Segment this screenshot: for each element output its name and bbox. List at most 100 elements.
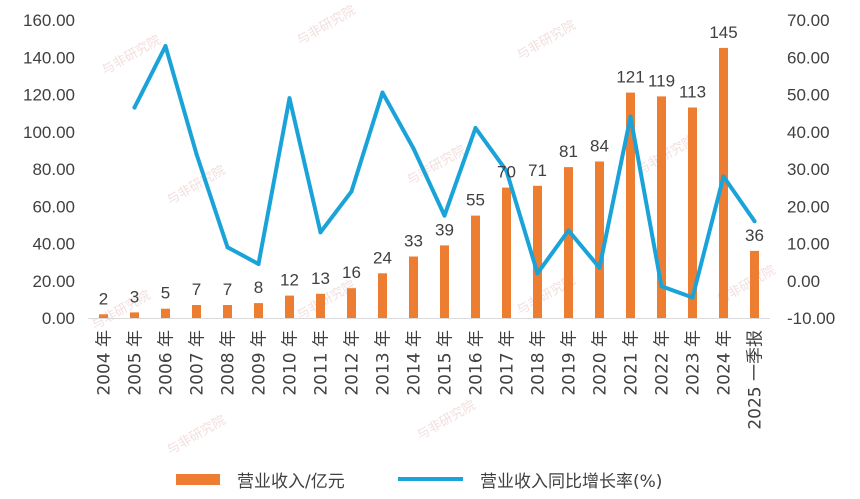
right-y-tick-label: 10.00 bbox=[787, 235, 830, 254]
bar bbox=[254, 303, 263, 318]
bar bbox=[99, 314, 108, 318]
bar bbox=[626, 92, 635, 318]
bar bbox=[161, 308, 170, 318]
x-tick-label: 2025 一季报 bbox=[746, 330, 766, 430]
bar-data-label: 119 bbox=[648, 71, 675, 90]
left-y-tick-label: 80.00 bbox=[32, 160, 75, 179]
x-tick-label: 2019 年 bbox=[560, 330, 580, 396]
bar-data-label: 145 bbox=[709, 23, 737, 42]
right-y-tick-label: 0.00 bbox=[787, 272, 820, 291]
watermark-text: 与非研究院 bbox=[165, 413, 229, 458]
left-y-tick-label: 40.00 bbox=[32, 235, 75, 254]
bar-data-label: 39 bbox=[435, 220, 454, 239]
x-tick-label: 2004 年 bbox=[95, 330, 115, 396]
line-point bbox=[163, 44, 168, 49]
bar bbox=[533, 185, 542, 318]
x-tick-label: 2011 年 bbox=[312, 330, 332, 396]
legend-bar-swatch bbox=[176, 474, 220, 485]
x-tick-label: 2023 年 bbox=[684, 330, 704, 396]
right-y-tick-label: 70.00 bbox=[787, 11, 830, 30]
bar bbox=[688, 107, 697, 318]
x-tick-label: 2009 年 bbox=[250, 330, 270, 396]
watermark-text: 与非研究院 bbox=[415, 398, 479, 443]
x-tick-label: 2007 年 bbox=[188, 330, 208, 396]
bar-data-label: 12 bbox=[280, 271, 299, 290]
bar-data-label: 3 bbox=[130, 287, 139, 306]
x-axis: 2004 年 2005 年 2006 年 2007 年 2008 年 2009 年 2010… bbox=[88, 318, 770, 430]
x-tick-label: 2017 年 bbox=[498, 330, 518, 396]
bar bbox=[223, 305, 232, 318]
bar bbox=[285, 295, 294, 318]
right-y-tick-label: 50.00 bbox=[787, 86, 830, 105]
right-y-tick-label: -10.00 bbox=[787, 309, 835, 328]
bar-data-label: 36 bbox=[745, 226, 764, 245]
left-y-tick-label: 100.00 bbox=[23, 123, 75, 142]
line-point bbox=[349, 189, 354, 194]
right-y-tick-label: 20.00 bbox=[787, 197, 830, 216]
line-point bbox=[721, 174, 726, 179]
line-point bbox=[690, 295, 695, 300]
right-y-tick-label: 30.00 bbox=[787, 160, 830, 179]
bar-data-label: 7 bbox=[192, 280, 201, 299]
bar-data-label: 55 bbox=[466, 191, 485, 210]
bar-data-label: 8 bbox=[254, 278, 263, 297]
bar bbox=[378, 273, 387, 318]
x-tick-label: 2006 年 bbox=[157, 330, 177, 396]
bar-data-label: 13 bbox=[311, 269, 330, 288]
bar-data-label: 5 bbox=[161, 284, 170, 303]
bar-data-label: 84 bbox=[590, 137, 609, 156]
bar bbox=[316, 293, 325, 318]
x-tick-label: 2005 年 bbox=[126, 330, 146, 396]
bar bbox=[750, 250, 759, 318]
line-point bbox=[287, 96, 292, 101]
line-point bbox=[442, 213, 447, 218]
line-point bbox=[597, 265, 602, 270]
line-point bbox=[473, 126, 478, 130]
left-y-tick-label: 140.00 bbox=[23, 48, 75, 67]
bar-data-label: 24 bbox=[373, 248, 392, 267]
legend: 营业收入/亿元 营业收入同比增长率(%) bbox=[176, 472, 662, 492]
x-tick-label: 2014 年 bbox=[405, 330, 425, 396]
x-tick-label: 2012 年 bbox=[343, 330, 363, 396]
watermark-text: 与非研究院 bbox=[165, 163, 229, 208]
bar bbox=[502, 187, 511, 318]
line-point bbox=[566, 228, 571, 233]
legend-bar-label: 营业收入/亿元 bbox=[237, 472, 345, 492]
line-point bbox=[535, 271, 540, 276]
x-tick-label: 2013 年 bbox=[374, 330, 394, 396]
bar-data-label: 113 bbox=[679, 83, 706, 102]
line-point bbox=[752, 219, 757, 224]
bar bbox=[471, 215, 480, 318]
x-tick-label: 2015 年 bbox=[436, 330, 456, 396]
bar bbox=[595, 161, 604, 318]
bar-data-label: 16 bbox=[342, 263, 361, 282]
left-y-axis: 0.00 20.00 40.00 60.00 80.00 100.00 120.00 140.… bbox=[23, 11, 75, 328]
x-tick-label: 2024 年 bbox=[715, 330, 735, 396]
bar bbox=[440, 245, 449, 318]
x-tick-label: 2020 年 bbox=[591, 330, 611, 396]
right-y-tick-label: 40.00 bbox=[787, 123, 830, 142]
right-y-axis: -10.00 0.00 10.00 20.00 30.00 40.00 50.00 60.00… bbox=[787, 11, 835, 328]
right-y-tick-label: 60.00 bbox=[787, 48, 830, 67]
line-point bbox=[318, 230, 323, 235]
bar bbox=[564, 167, 573, 318]
bar bbox=[192, 305, 201, 318]
line-point bbox=[659, 284, 664, 289]
bar-data-label: 71 bbox=[528, 161, 547, 180]
bar bbox=[347, 288, 356, 318]
line-point bbox=[132, 105, 137, 110]
bar-data-label: 121 bbox=[616, 68, 644, 87]
x-tick-label: 2022 年 bbox=[653, 330, 673, 396]
bar-data-label: 81 bbox=[559, 142, 578, 161]
left-y-tick-label: 60.00 bbox=[32, 197, 75, 216]
line-point bbox=[256, 262, 261, 266]
line-series bbox=[132, 44, 757, 300]
line-point bbox=[504, 168, 509, 173]
bar-data-label: 7 bbox=[223, 280, 232, 299]
left-y-tick-label: 0.00 bbox=[42, 309, 75, 328]
line-point bbox=[380, 90, 385, 95]
bar-data-label: 2 bbox=[99, 289, 108, 308]
